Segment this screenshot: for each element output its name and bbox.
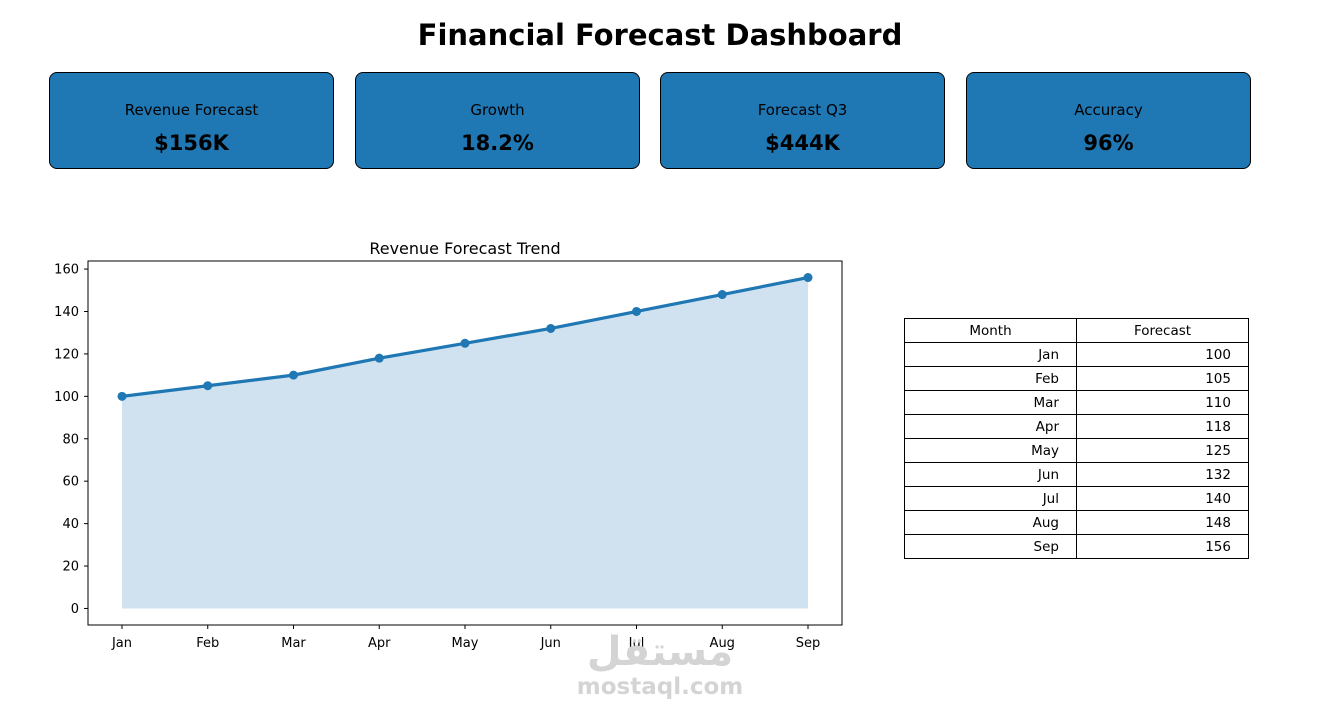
month-cell: Jul (904, 486, 1077, 511)
kpi-value: $156K (154, 131, 229, 155)
data-point (460, 338, 470, 348)
x-tick-label: Jun (540, 636, 561, 651)
month-cell: Jan (904, 342, 1077, 367)
column-header-month: Month (904, 318, 1077, 343)
x-tick-label: Jan (111, 636, 132, 651)
y-tick-label: 0 (71, 602, 79, 617)
table-row: Jun 132 (904, 462, 1249, 487)
kpi-card-forecast-q3: Forecast Q3 $444K (660, 72, 945, 169)
data-point (546, 323, 556, 333)
data-point (632, 306, 641, 316)
kpi-value: 18.2% (461, 131, 534, 155)
data-point (117, 391, 127, 401)
table-row: Sep 156 (904, 534, 1249, 559)
kpi-card-revenue-forecast: Revenue Forecast $156K (49, 72, 334, 169)
column-header-forecast: Forecast (1076, 318, 1249, 343)
plot-area: 0 20 40 60 80 100 120 140 160 Jan Feb Mar Apr May Jun J… (54, 260, 843, 651)
table-row: Jul 140 (904, 486, 1249, 511)
x-tick-label: Apr (368, 636, 391, 651)
x-tick-label: Sep (796, 636, 821, 651)
month-cell: Mar (904, 390, 1077, 415)
y-tick-label: 160 (54, 263, 79, 278)
kpi-value: 96% (1083, 131, 1134, 155)
month-cell: Aug (904, 510, 1077, 535)
table-row: Apr 118 (904, 414, 1249, 439)
kpi-label: Forecast Q3 (757, 101, 848, 119)
month-cell: May (904, 438, 1077, 463)
kpi-label: Accuracy (1074, 101, 1143, 119)
data-point (374, 353, 384, 363)
month-cell: Feb (904, 366, 1077, 391)
y-tick-label: 120 (54, 347, 79, 362)
x-tick-label: Jul (628, 636, 645, 651)
table-row: Aug 148 (904, 510, 1249, 535)
y-tick-label: 100 (54, 390, 79, 405)
page-title: Financial Forecast Dashboard (417, 18, 903, 52)
table-header-row: Month Forecast (904, 318, 1249, 343)
y-tick-label: 80 (62, 432, 79, 447)
x-tick-label: Aug (710, 636, 735, 651)
forecast-cell: 110 (1076, 390, 1249, 415)
data-point (203, 381, 213, 391)
data-point (289, 370, 298, 380)
data-point (803, 273, 813, 283)
y-tick-label: 140 (54, 305, 79, 320)
kpi-card-growth: Growth 18.2% (355, 72, 640, 169)
kpi-value: $444K (765, 131, 840, 155)
kpi-card-accuracy: Accuracy 96% (966, 72, 1251, 169)
chart-title: Revenue Forecast Trend (369, 239, 560, 258)
area-fill (122, 277, 808, 609)
data-point (717, 290, 727, 300)
forecast-cell: 100 (1076, 342, 1249, 367)
table-row: May 125 (904, 438, 1249, 463)
month-cell: Jun (904, 462, 1077, 487)
forecast-cell: 148 (1076, 510, 1249, 535)
forecast-cell: 105 (1076, 366, 1249, 391)
y-tick-label: 60 (62, 475, 79, 490)
table-row: Feb 105 (904, 366, 1249, 391)
forecast-cell: 132 (1076, 462, 1249, 487)
forecast-cell: 118 (1076, 414, 1249, 439)
x-tick-label: Mar (281, 636, 306, 651)
x-tick-label: Feb (196, 636, 219, 651)
table-row: Mar 110 (904, 390, 1249, 415)
y-tick-label: 40 (62, 517, 79, 532)
month-cell: Sep (904, 534, 1077, 559)
month-cell: Apr (904, 414, 1077, 439)
x-tick-label: May (452, 636, 479, 651)
table-row: Jan 100 (904, 342, 1249, 367)
forecast-cell: 156 (1076, 534, 1249, 559)
forecast-cell: 125 (1076, 438, 1249, 463)
kpi-label: Revenue Forecast (124, 101, 259, 119)
forecast-table: Month Forecast Jan 100 Feb 105 Mar 110 Apr 1… (904, 318, 1249, 559)
forecast-cell: 140 (1076, 486, 1249, 511)
y-tick-label: 20 (62, 560, 79, 575)
kpi-label: Growth (470, 101, 525, 119)
